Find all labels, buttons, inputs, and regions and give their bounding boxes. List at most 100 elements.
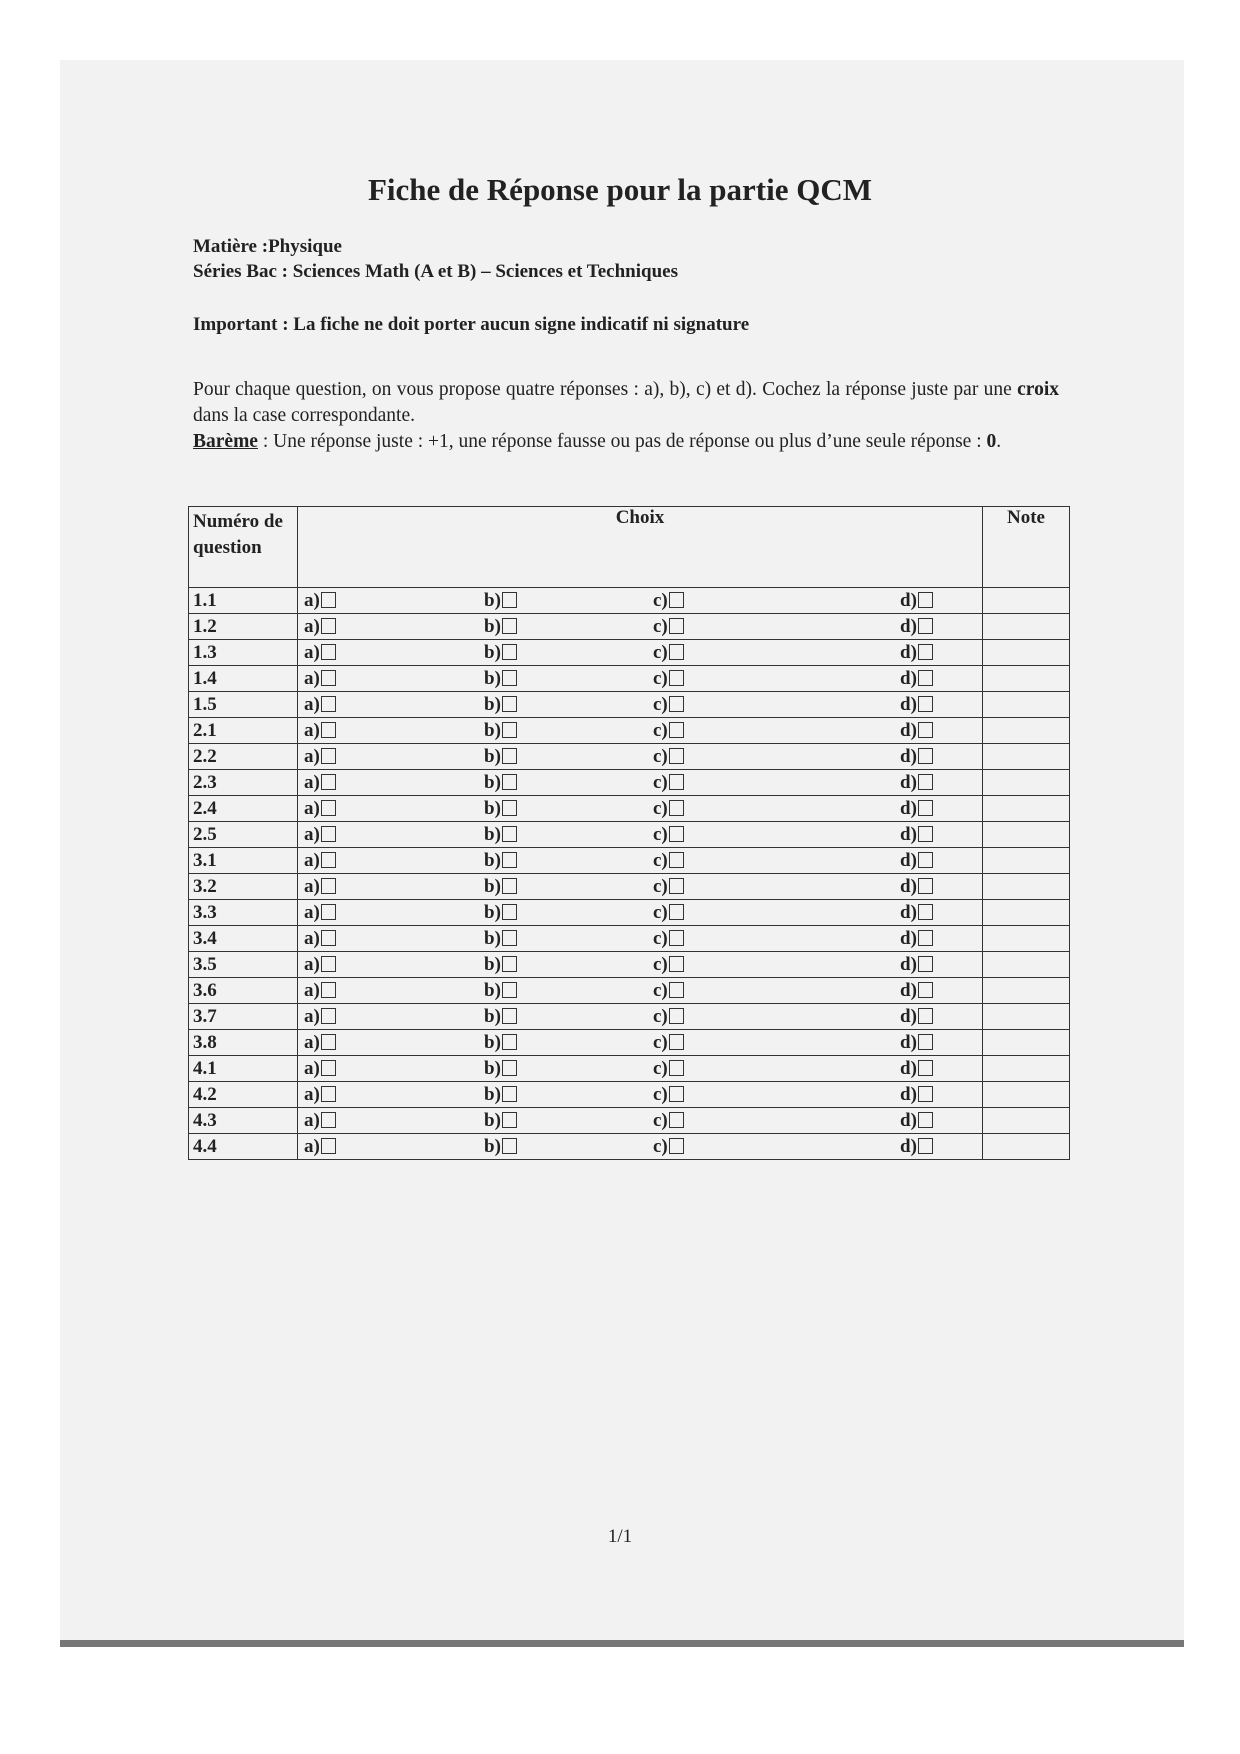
option-b[interactable]: b) — [484, 1032, 517, 1054]
checkbox[interactable] — [668, 748, 684, 764]
option-a[interactable]: a) — [304, 746, 336, 768]
option-b[interactable]: b) — [484, 1006, 517, 1028]
option-b[interactable]: b) — [484, 694, 517, 716]
option-a[interactable]: a) — [304, 824, 336, 846]
checkbox[interactable] — [320, 696, 336, 712]
option-b[interactable]: b) — [484, 954, 517, 976]
option-c[interactable]: c) — [653, 980, 684, 1002]
option-d[interactable]: d) — [900, 1058, 933, 1080]
checkbox[interactable] — [917, 956, 933, 972]
option-c[interactable]: c) — [653, 642, 684, 664]
option-a[interactable]: a) — [304, 772, 336, 794]
checkbox[interactable] — [917, 1086, 933, 1102]
checkbox[interactable] — [320, 956, 336, 972]
option-a[interactable]: a) — [304, 694, 336, 716]
option-b[interactable]: b) — [484, 590, 517, 612]
checkbox[interactable] — [668, 1008, 684, 1024]
option-a[interactable]: a) — [304, 928, 336, 950]
option-d[interactable]: d) — [900, 876, 933, 898]
option-c[interactable]: c) — [653, 928, 684, 950]
option-a[interactable]: a) — [304, 850, 336, 872]
option-b[interactable]: b) — [484, 980, 517, 1002]
option-d[interactable]: d) — [900, 850, 933, 872]
checkbox[interactable] — [668, 826, 684, 842]
checkbox[interactable] — [917, 904, 933, 920]
note-cell[interactable] — [982, 899, 1070, 926]
option-a[interactable]: a) — [304, 616, 336, 638]
checkbox[interactable] — [320, 982, 336, 998]
checkbox[interactable] — [668, 670, 684, 686]
checkbox[interactable] — [320, 1034, 336, 1050]
option-a[interactable]: a) — [304, 954, 336, 976]
option-d[interactable]: d) — [900, 980, 933, 1002]
checkbox[interactable] — [501, 826, 517, 842]
checkbox[interactable] — [320, 1086, 336, 1102]
checkbox[interactable] — [668, 904, 684, 920]
note-cell[interactable] — [982, 977, 1070, 1004]
option-b[interactable]: b) — [484, 772, 517, 794]
option-c[interactable]: c) — [653, 694, 684, 716]
note-cell[interactable] — [982, 1081, 1070, 1108]
option-c[interactable]: c) — [653, 954, 684, 976]
checkbox[interactable] — [668, 1034, 684, 1050]
option-c[interactable]: c) — [653, 902, 684, 924]
option-b[interactable]: b) — [484, 1084, 517, 1106]
note-cell[interactable] — [982, 847, 1070, 874]
option-d[interactable]: d) — [900, 772, 933, 794]
option-b[interactable]: b) — [484, 616, 517, 638]
option-d[interactable]: d) — [900, 902, 933, 924]
checkbox[interactable] — [501, 852, 517, 868]
checkbox[interactable] — [320, 670, 336, 686]
checkbox[interactable] — [668, 722, 684, 738]
checkbox[interactable] — [668, 852, 684, 868]
checkbox[interactable] — [917, 852, 933, 868]
option-a[interactable]: a) — [304, 668, 336, 690]
option-d[interactable]: d) — [900, 720, 933, 742]
checkbox[interactable] — [320, 1008, 336, 1024]
option-c[interactable]: c) — [653, 876, 684, 898]
checkbox[interactable] — [501, 722, 517, 738]
option-a[interactable]: a) — [304, 642, 336, 664]
checkbox[interactable] — [320, 1060, 336, 1076]
option-c[interactable]: c) — [653, 798, 684, 820]
note-cell[interactable] — [982, 1107, 1070, 1134]
option-c[interactable]: c) — [653, 746, 684, 768]
option-b[interactable]: b) — [484, 798, 517, 820]
option-c[interactable]: c) — [653, 1136, 684, 1158]
checkbox[interactable] — [320, 1138, 336, 1154]
option-d[interactable]: d) — [900, 928, 933, 950]
checkbox[interactable] — [320, 930, 336, 946]
option-c[interactable]: c) — [653, 772, 684, 794]
checkbox[interactable] — [501, 1112, 517, 1128]
checkbox[interactable] — [320, 1112, 336, 1128]
option-d[interactable]: d) — [900, 642, 933, 664]
checkbox[interactable] — [501, 1060, 517, 1076]
option-a[interactable]: a) — [304, 798, 336, 820]
option-c[interactable]: c) — [653, 1032, 684, 1054]
option-a[interactable]: a) — [304, 1058, 336, 1080]
checkbox[interactable] — [501, 930, 517, 946]
option-b[interactable]: b) — [484, 1058, 517, 1080]
checkbox[interactable] — [501, 982, 517, 998]
checkbox[interactable] — [917, 1008, 933, 1024]
checkbox[interactable] — [501, 904, 517, 920]
checkbox[interactable] — [320, 904, 336, 920]
option-c[interactable]: c) — [653, 616, 684, 638]
option-c[interactable]: c) — [653, 590, 684, 612]
note-cell[interactable] — [982, 613, 1070, 640]
checkbox[interactable] — [668, 644, 684, 660]
option-b[interactable]: b) — [484, 746, 517, 768]
note-cell[interactable] — [982, 691, 1070, 718]
option-b[interactable]: b) — [484, 876, 517, 898]
checkbox[interactable] — [501, 1138, 517, 1154]
note-cell[interactable] — [982, 743, 1070, 770]
note-cell[interactable] — [982, 1055, 1070, 1082]
option-c[interactable]: c) — [653, 1058, 684, 1080]
checkbox[interactable] — [917, 1034, 933, 1050]
option-d[interactable]: d) — [900, 1084, 933, 1106]
option-b[interactable]: b) — [484, 824, 517, 846]
note-cell[interactable] — [982, 821, 1070, 848]
checkbox[interactable] — [917, 644, 933, 660]
checkbox[interactable] — [668, 956, 684, 972]
option-d[interactable]: d) — [900, 668, 933, 690]
